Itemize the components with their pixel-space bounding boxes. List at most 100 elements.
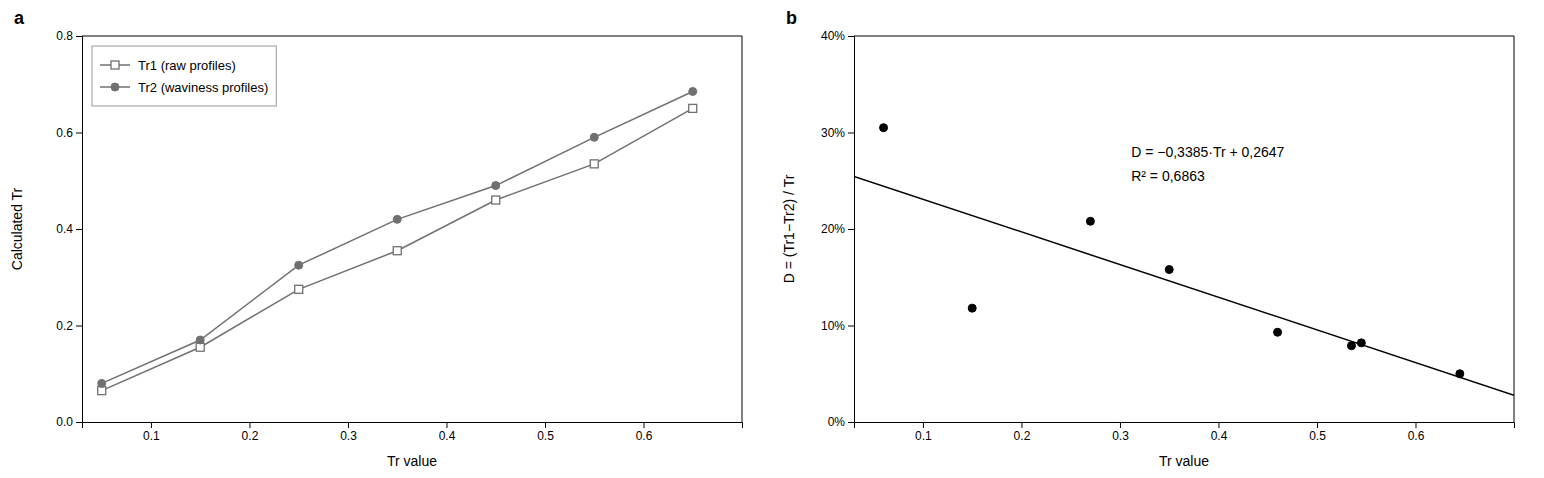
- tick-label: 0.6: [636, 429, 653, 443]
- y-axis-label: Calculated Tr: [9, 187, 25, 270]
- tick-mark: [848, 229, 854, 230]
- tick-mark: [76, 326, 82, 327]
- tick: 0.6: [636, 422, 653, 443]
- tick: 0.0: [56, 415, 82, 429]
- tick: 0%: [828, 415, 854, 429]
- tick-mark: [348, 422, 349, 428]
- tick-label: 0.2: [242, 429, 259, 443]
- tick: 0.4: [439, 422, 456, 443]
- tick: 0.8: [56, 29, 82, 43]
- legend-swatch: [111, 83, 119, 91]
- tick-mark: [848, 133, 854, 134]
- tick-label: 0.6: [56, 126, 73, 140]
- tick: 0.2: [1014, 422, 1031, 443]
- legend-label: Tr2 (waviness profiles): [138, 80, 268, 95]
- tick-mark: [1218, 422, 1219, 428]
- tick: 0.6: [56, 126, 82, 140]
- tick: 0.4: [1211, 422, 1228, 443]
- marks: [854, 124, 1514, 396]
- marks: [98, 87, 697, 394]
- point: [590, 133, 598, 141]
- annotation-text: D = −0,3385·Tr + 0,2647: [1131, 144, 1284, 160]
- tick: 0.4: [56, 222, 82, 236]
- tick-label: 0.2: [1014, 429, 1031, 443]
- point: [590, 160, 598, 168]
- tick-mark: [643, 422, 644, 428]
- tick-mark: [76, 422, 82, 423]
- axis-line: [848, 37, 855, 423]
- tick: 0.1: [143, 422, 160, 443]
- tick: 20%: [821, 222, 854, 236]
- tick: 0.3: [340, 422, 357, 443]
- point: [880, 124, 888, 132]
- point: [1086, 217, 1094, 225]
- annotation: D = −0,3385·Tr + 0,2647 R² = 0,6863: [1131, 144, 1284, 184]
- tick-label: 0.2: [56, 319, 73, 333]
- tick-label: 0.5: [1309, 429, 1326, 443]
- x-axis: 0.1 0.2 0.3 0.4 0.5 0.6: [83, 422, 743, 443]
- tick-label: 20%: [821, 222, 845, 236]
- tick: 0.5: [1309, 422, 1326, 443]
- tick-label: 0.6: [1408, 429, 1425, 443]
- tick-mark: [76, 36, 82, 37]
- point: [196, 336, 204, 344]
- tick-label: 0.1: [143, 429, 160, 443]
- panel: 0.10.20.30.40.50.60%10%20%30%40%D = −0,3…: [781, 8, 1515, 469]
- plot-frame: [742, 36, 743, 422]
- tick-mark: [1120, 422, 1121, 428]
- legend-frame: [92, 46, 276, 106]
- tick: 0.1: [915, 422, 932, 443]
- tick-label: 0.4: [56, 222, 73, 236]
- tick-mark: [923, 422, 924, 428]
- tick-label: 0.3: [340, 429, 357, 443]
- annotation-text: R² = 0,6863: [1131, 168, 1205, 184]
- tick-mark: [848, 422, 854, 423]
- plot-area: 0.1 0.2 0.3 0.4 0.5 0.6 0.0 0.2 0.4 0.6 0.8 Tr1 (ra…: [56, 29, 742, 442]
- point: [295, 261, 303, 269]
- tick: 10%: [821, 319, 854, 333]
- tick: 40%: [821, 29, 854, 43]
- panel: 0.1 0.2 0.3 0.4 0.5 0.6 0.0 0.2 0.4 0.6 0.8 Tr1 (ra…: [9, 8, 743, 469]
- tick-label: 0.1: [915, 429, 932, 443]
- line: [102, 91, 693, 383]
- x-axis-label: Tr value: [387, 453, 437, 469]
- series: [854, 176, 1514, 395]
- tick-label: 0.4: [1211, 429, 1228, 443]
- tick-mark: [1021, 422, 1022, 428]
- axis-line: [83, 423, 743, 429]
- plot-frame: [82, 36, 742, 37]
- tick-mark: [1415, 422, 1416, 428]
- y-axis: 0% 10% 20% 30% 40%: [821, 29, 855, 429]
- tick: 0.5: [537, 422, 554, 443]
- tick-mark: [151, 422, 152, 428]
- axis-line: [855, 423, 1515, 429]
- point: [689, 104, 697, 112]
- line: [102, 108, 693, 390]
- legend-item: Tr2 (waviness profiles): [100, 80, 268, 95]
- tick-label: 0%: [828, 415, 846, 429]
- x-axis: 0.10.20.30.40.50.6: [855, 422, 1515, 443]
- point: [393, 215, 401, 223]
- point: [1165, 266, 1173, 274]
- tick: 0.6: [1408, 422, 1425, 443]
- tick-mark: [446, 422, 447, 428]
- tick-mark: [76, 229, 82, 230]
- tick-label: 40%: [821, 29, 845, 43]
- legend-swatch: [111, 61, 119, 69]
- tick: 30%: [821, 126, 854, 140]
- series: [98, 87, 697, 387]
- tick-label: 0.0: [56, 415, 73, 429]
- panel-label: a: [14, 8, 25, 28]
- line: [854, 176, 1514, 395]
- tick-label: 0.4: [439, 429, 456, 443]
- point: [689, 87, 697, 95]
- tick-label: 0.5: [537, 429, 554, 443]
- point: [968, 304, 976, 312]
- point: [492, 182, 500, 190]
- tick-label: 10%: [821, 319, 845, 333]
- legend-label: Tr1 (raw profiles): [138, 58, 236, 73]
- x-axis-label: Tr value: [1159, 453, 1209, 469]
- tick-label: 30%: [821, 126, 845, 140]
- tick-mark: [848, 36, 854, 37]
- tick: 0.2: [56, 319, 82, 333]
